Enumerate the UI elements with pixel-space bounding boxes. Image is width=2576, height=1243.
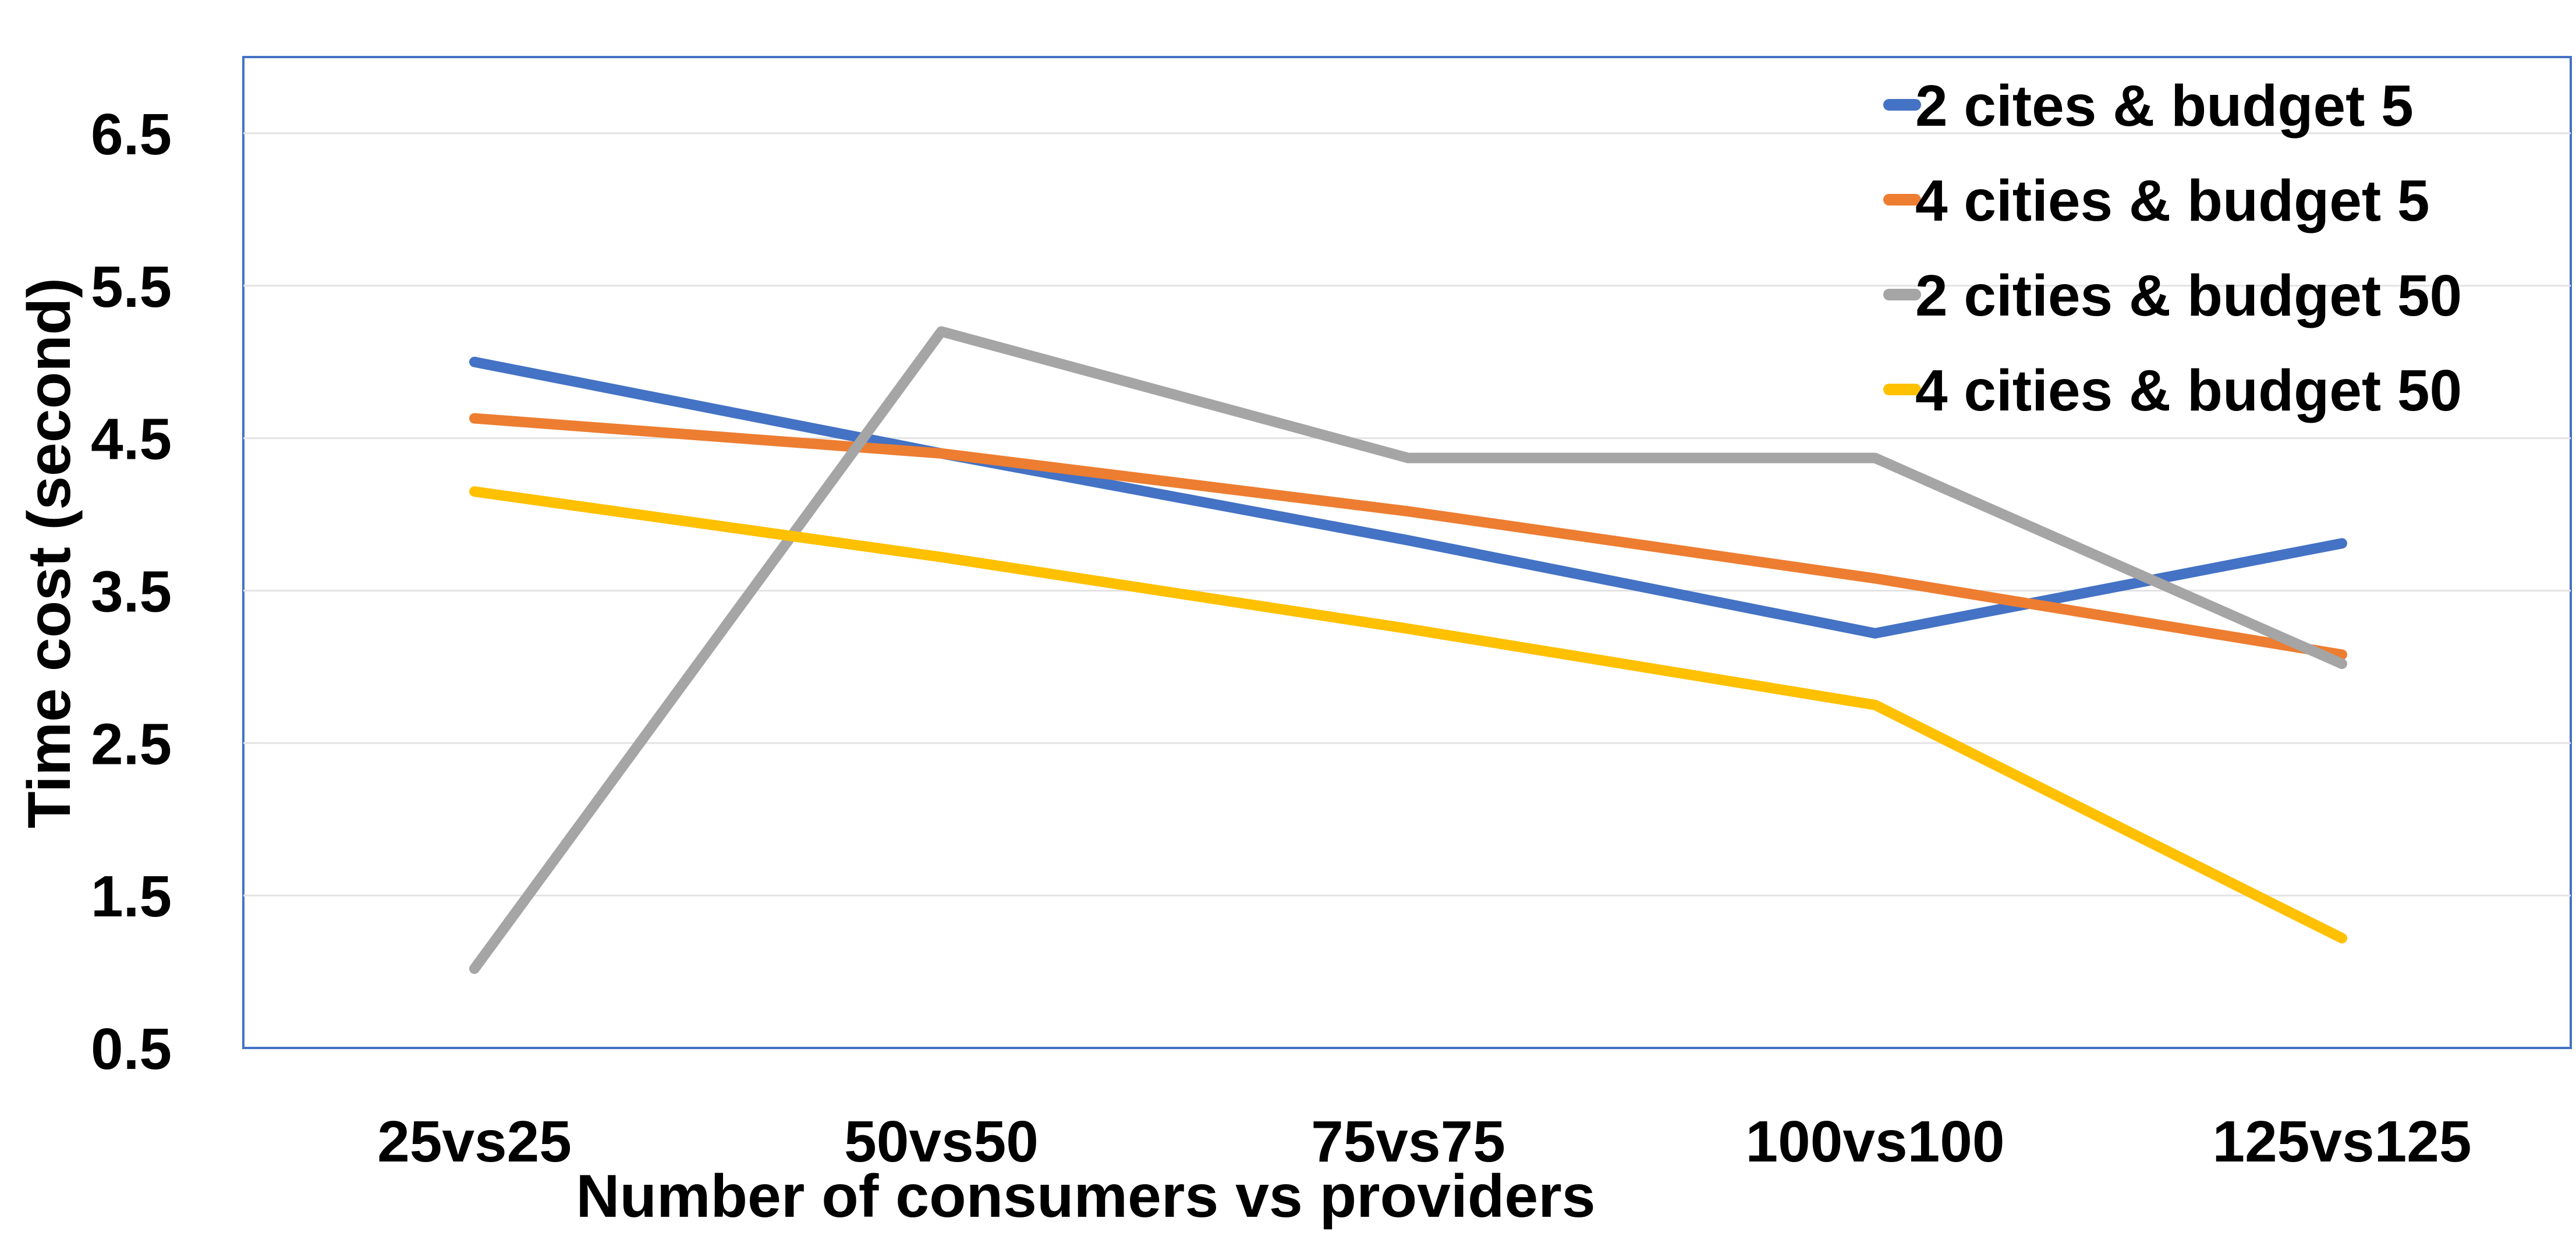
x-tick-labels: 25vs25 50vs50 75vs75 100vs100 125vs125	[377, 1109, 2471, 1174]
x-tick-label: 25vs25	[377, 1109, 572, 1174]
x-axis-label: Number of consumers vs providers	[576, 1163, 1595, 1230]
legend-label: 4 cities & budget 50	[1915, 358, 2462, 423]
y-tick-label: 6.5	[91, 102, 172, 167]
series-lines	[469, 326, 2347, 974]
series-line-2	[469, 413, 2347, 660]
series-line-3	[469, 326, 2347, 974]
x-tick-label: 100vs100	[1746, 1109, 2005, 1174]
x-tick-label: 75vs75	[1311, 1109, 1505, 1174]
legend-item: 2 cities & budget 50	[1883, 263, 2462, 328]
legend-item: 2 cites & budget 5	[1883, 73, 2414, 139]
x-tick-label: 50vs50	[844, 1109, 1039, 1174]
legend-label: 4 cities & budget 5	[1915, 168, 2430, 233]
legend-item: 4 cities & budget 50	[1883, 358, 2462, 423]
legend-label: 2 cites & budget 5	[1915, 73, 2414, 139]
y-tick-labels: 0.5 1.5 2.5 3.5 4.5 5.5 6.5	[91, 102, 172, 1082]
x-tick-label: 125vs125	[2213, 1109, 2472, 1174]
legend-item: 4 cities & budget 5	[1883, 168, 2430, 233]
y-tick-label: 3.5	[91, 559, 172, 624]
y-tick-label: 1.5	[91, 864, 172, 929]
y-tick-label: 2.5	[91, 711, 172, 777]
plot-frame	[242, 56, 2572, 1049]
legend: 2 cites & budget 5 4 cities & budget 5 2 c…	[1883, 73, 2462, 423]
y-tick-label: 5.5	[91, 254, 172, 320]
y-axis-label: Time cost (second)	[16, 278, 83, 828]
series-line-4	[469, 486, 2347, 944]
legend-label: 2 cities & budget 50	[1915, 263, 2462, 328]
y-tick-label: 0.5	[91, 1017, 172, 1082]
y-tick-label: 4.5	[91, 407, 172, 472]
